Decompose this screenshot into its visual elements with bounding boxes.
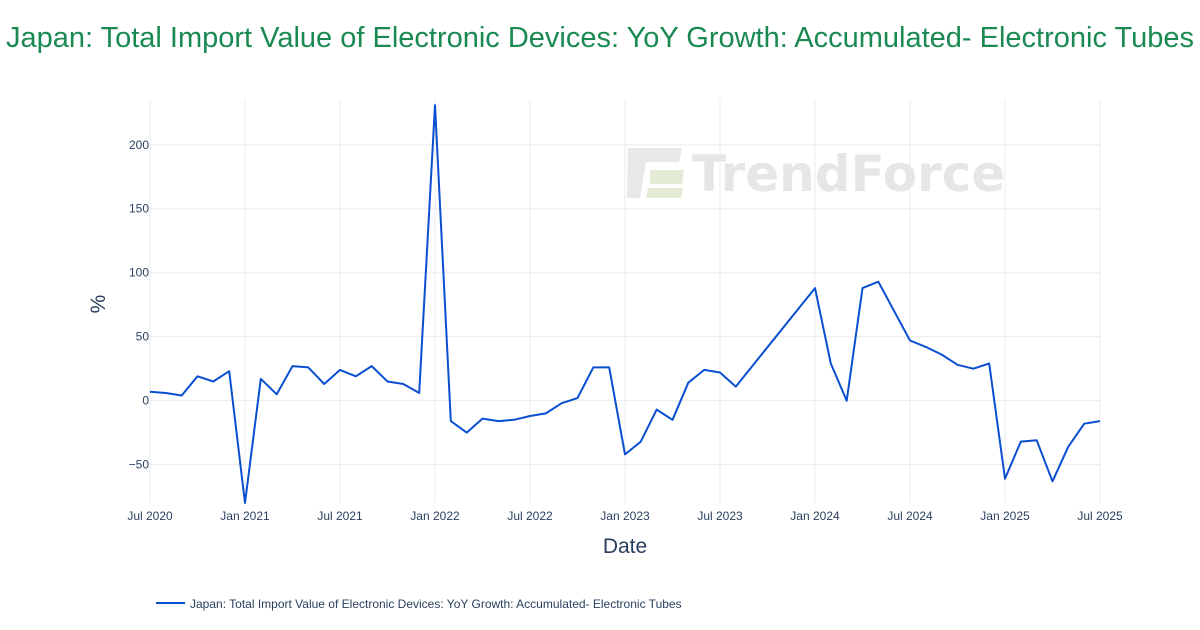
y-axis-ticks: 200 150 100 50 0 −50 bbox=[129, 138, 150, 472]
trendforce-watermark: TrendForce bbox=[627, 145, 1005, 203]
x-tick-label: Jul 2021 bbox=[317, 509, 363, 523]
y-tick-label: 150 bbox=[129, 202, 149, 216]
x-tick-label: Jan 2022 bbox=[410, 509, 460, 523]
y-tick-label: −50 bbox=[129, 458, 150, 472]
x-tick-label: Jul 2024 bbox=[887, 509, 933, 523]
x-axis-ticks: Jul 2020 Jan 2021 Jul 2021 Jan 2022 Jul 2022… bbox=[127, 509, 1123, 523]
watermark-text: TrendForce bbox=[692, 145, 1005, 203]
x-tick-label: Jul 2020 bbox=[127, 509, 173, 523]
x-tick-label: Jan 2021 bbox=[220, 509, 270, 523]
y-tick-label: 200 bbox=[129, 138, 149, 152]
x-tick-label: Jul 2022 bbox=[507, 509, 553, 523]
x-tick-label: Jan 2025 bbox=[980, 509, 1030, 523]
y-axis-title: % bbox=[87, 295, 110, 314]
legend: Japan: Total Import Value of Electronic … bbox=[156, 597, 682, 611]
y-tick-label: 50 bbox=[136, 330, 150, 344]
x-tick-label: Jul 2025 bbox=[1077, 509, 1123, 523]
x-tick-label: Jan 2024 bbox=[790, 509, 840, 523]
chart-title: Japan: Total Import Value of Electronic … bbox=[5, 22, 1195, 54]
x-tick-label: Jan 2023 bbox=[600, 509, 650, 523]
x-axis-title: Date bbox=[603, 535, 647, 558]
y-tick-label: 0 bbox=[142, 394, 149, 408]
legend-label: Japan: Total Import Value of Electronic … bbox=[190, 597, 682, 611]
y-tick-label: 100 bbox=[129, 266, 149, 280]
x-tick-label: Jul 2023 bbox=[697, 509, 743, 523]
trendforce-logo-icon bbox=[627, 148, 684, 198]
gridlines bbox=[149, 100, 1101, 503]
series-line bbox=[149, 104, 1101, 504]
